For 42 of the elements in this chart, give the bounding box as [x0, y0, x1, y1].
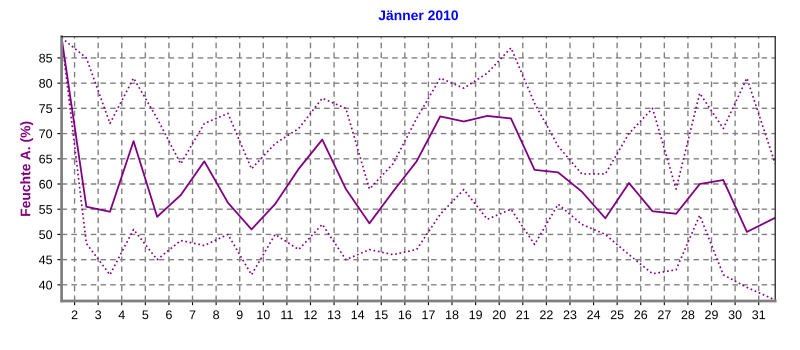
y-tick-label: 40 — [38, 280, 52, 290]
x-tick-label: 17 — [422, 310, 435, 320]
x-tick-label: 23 — [564, 310, 576, 320]
x-tick-label: 10 — [257, 310, 270, 320]
x-tick-label: 26 — [634, 310, 648, 320]
y-tick-label: 80 — [39, 78, 52, 88]
x-tick-label: 30 — [728, 310, 742, 320]
x-tick-label: 9 — [236, 310, 243, 320]
x-tick-label: 20 — [492, 310, 506, 320]
x-tick-label: 25 — [610, 310, 624, 320]
y-tick-label: 75 — [39, 104, 52, 114]
x-tick-label: 19 — [470, 310, 482, 320]
chart-title: Jänner 2010 — [378, 10, 458, 20]
x-tick-label: 13 — [328, 310, 340, 320]
x-tick-label: 2 — [72, 310, 78, 320]
x-tick-label: 7 — [190, 310, 196, 320]
x-tick-label: 6 — [166, 310, 172, 320]
x-tick-label: 12 — [304, 310, 317, 320]
y-axis-title: Feuchte A. (%) — [20, 122, 34, 216]
y-tick-label: 50 — [39, 230, 52, 240]
x-tick-label: 15 — [375, 310, 388, 320]
x-tick-label: 24 — [587, 310, 600, 320]
y-tick-label: 45 — [38, 256, 52, 264]
x-tick-label: 22 — [540, 310, 553, 320]
x-tick-label: 29 — [705, 310, 718, 320]
x-tick-label: 27 — [658, 310, 671, 320]
y-tick-label: 55 — [39, 205, 52, 214]
x-tick-label: 14 — [352, 310, 364, 320]
x-tick-label: 5 — [142, 310, 148, 320]
x-tick-label: 21 — [516, 310, 530, 320]
x-tick-label: 8 — [213, 310, 220, 320]
x-tick-label: 11 — [281, 310, 293, 320]
x-tick-label: 18 — [446, 310, 458, 320]
x-tick-label: 28 — [682, 310, 694, 320]
y-tick-label: 85 — [39, 54, 52, 63]
y-tick-label: 70 — [39, 129, 52, 138]
y-tick-label: 60 — [39, 180, 52, 189]
x-tick-label: 31 — [752, 310, 766, 320]
x-tick-label: 16 — [398, 310, 412, 320]
y-tick-label: 65 — [39, 154, 52, 164]
x-tick-label: 4 — [118, 310, 125, 320]
x-tick-label: 3 — [95, 310, 102, 320]
